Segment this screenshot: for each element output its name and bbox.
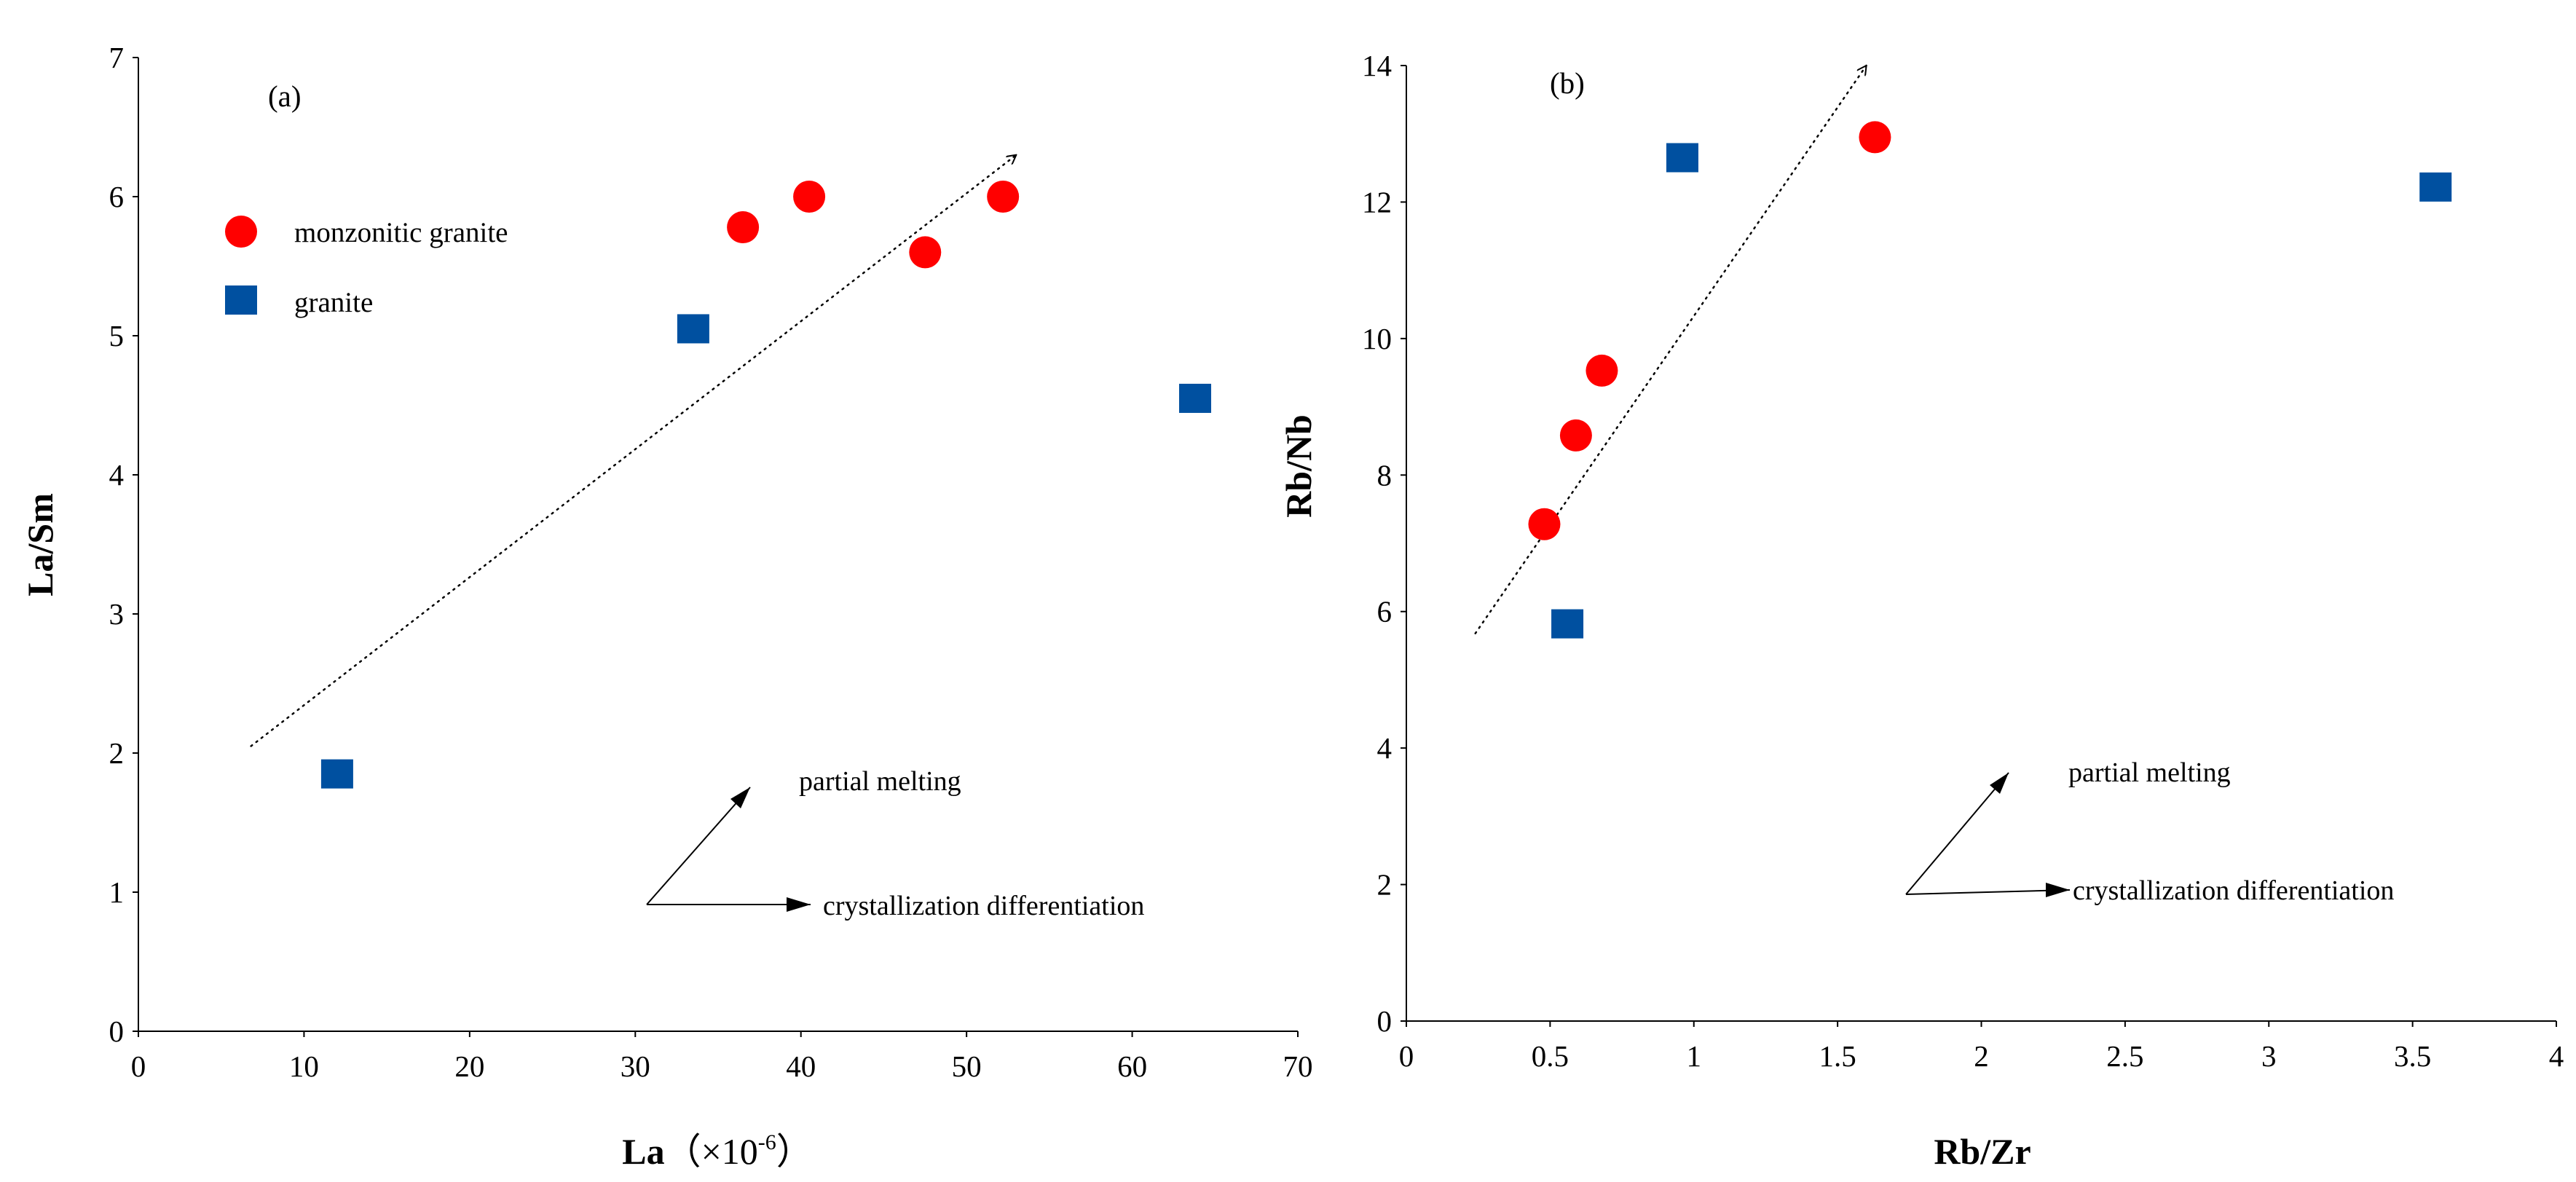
y-tick-label-b: 14 — [1362, 49, 1392, 82]
panel-label-b: (b) — [1550, 66, 1585, 100]
point-monzonitic-granite-a — [727, 211, 760, 244]
y-tick-label-a: 3 — [109, 597, 125, 631]
x-axis-title-a: La（×10-6） — [622, 1130, 813, 1172]
point-granite-b — [1666, 143, 1698, 173]
partial-melting-label-a: partial melting — [799, 766, 961, 797]
x-axis-title-b: Rb/Zr — [1934, 1131, 2031, 1172]
partial-melting-arrow-b — [1905, 772, 2009, 895]
point-granite-b — [1551, 609, 1584, 639]
x-tick-label-b: 2 — [1974, 1039, 1989, 1073]
point-monzonitic-granite-b — [1528, 508, 1561, 540]
point-granite-a — [320, 759, 353, 789]
x-axis-title-a-main: La — [622, 1131, 664, 1172]
y-tick-label-b: 4 — [1377, 731, 1393, 765]
point-monzonitic-granite-b — [1859, 121, 1891, 154]
legend-label-monzonitic-granite: monzonitic granite — [294, 217, 508, 248]
y-tick-label-b: 8 — [1377, 458, 1393, 492]
legend-marker-monzonitic-granite — [225, 216, 257, 248]
trend-arrow-a — [250, 155, 1017, 747]
point-monzonitic-granite-a — [987, 181, 1020, 213]
point-granite-a — [677, 314, 709, 344]
legend-marker-granite — [225, 285, 257, 315]
y-tick-label-a: 0 — [109, 1014, 125, 1048]
x-axis-title-a-close: ） — [776, 1131, 813, 1172]
x-tick-label-b: 3.5 — [2394, 1039, 2431, 1073]
crystallization-arrowhead-a — [787, 897, 811, 912]
crystallization-label-a: crystallization differentiation — [823, 891, 1144, 921]
y-tick-label-a: 7 — [109, 41, 125, 74]
y-tick-label-a: 2 — [109, 736, 125, 770]
chart-panel-a: 0 1 2 3 4 5 6 7 0 10 20 30 40 50 60 70 (a) La/Sm La（×1… — [20, 41, 1313, 1172]
y-tick-label-b: 10 — [1362, 322, 1392, 355]
point-monzonitic-granite-a — [909, 236, 942, 269]
y-tick-label-a: 1 — [109, 875, 125, 909]
y-tick-label-a: 5 — [109, 319, 125, 352]
crystallization-arrowhead-b — [2046, 883, 2070, 897]
x-tick-label-a: 20 — [454, 1049, 484, 1083]
y-tick-label-a: 6 — [109, 180, 125, 213]
y-tick-label-a: 4 — [109, 458, 125, 492]
process-arrows-b: partial melting crystallization differen… — [1905, 757, 2394, 906]
point-granite-b — [2419, 172, 2452, 202]
x-tick-label-a: 60 — [1117, 1049, 1147, 1083]
x-tick-label-b: 4 — [2549, 1039, 2564, 1073]
crystallization-label-b: crystallization differentiation — [2073, 875, 2394, 906]
partial-melting-arrowhead-b — [1990, 773, 2009, 794]
legend-label-granite: granite — [294, 287, 373, 318]
point-monzonitic-granite-b — [1559, 419, 1592, 452]
x-tick-label-a: 70 — [1283, 1049, 1313, 1083]
legend: monzonitic granite granite — [225, 216, 508, 318]
x-tick-label-a: 0 — [131, 1049, 146, 1083]
crystallization-arrow-b — [1905, 889, 2071, 895]
y-axis-title-a: La/Sm — [20, 493, 60, 596]
partial-melting-label-b: partial melting — [2068, 757, 2231, 788]
x-tick-label-a: 40 — [786, 1049, 816, 1083]
x-tick-label-a: 30 — [621, 1049, 650, 1083]
x-axis-title-a-unit: （×10 — [665, 1131, 758, 1172]
y-tick-label-b: 6 — [1377, 595, 1393, 629]
x-tick-label-b: 3 — [2261, 1039, 2277, 1073]
x-tick-label-a: 50 — [952, 1049, 982, 1083]
x-tick-label-b: 1 — [1687, 1039, 1702, 1073]
y-tick-label-b: 12 — [1362, 185, 1392, 218]
x-axis-title-a-exp: -6 — [758, 1130, 776, 1154]
point-monzonitic-granite-b — [1586, 354, 1618, 387]
point-monzonitic-granite-a — [793, 181, 826, 213]
y-tick-label-b: 0 — [1377, 1004, 1393, 1038]
partial-melting-arrow-a — [646, 787, 751, 905]
process-arrows-a: partial melting crystallization differen… — [646, 766, 1144, 921]
x-tick-label-b: 0 — [1399, 1039, 1414, 1073]
partial-melting-arrowhead-a — [730, 787, 750, 808]
point-granite-a — [1178, 383, 1211, 413]
x-tick-label-b: 2.5 — [2106, 1039, 2143, 1073]
x-tick-label-b: 1.5 — [1819, 1039, 1856, 1073]
y-axis-title-b: Rb/Nb — [1278, 414, 1319, 518]
x-tick-label-b: 0.5 — [1532, 1039, 1569, 1073]
x-tick-label-a: 10 — [289, 1049, 319, 1083]
y-tick-label-b: 2 — [1377, 868, 1393, 902]
panel-label-a: (a) — [268, 79, 302, 113]
